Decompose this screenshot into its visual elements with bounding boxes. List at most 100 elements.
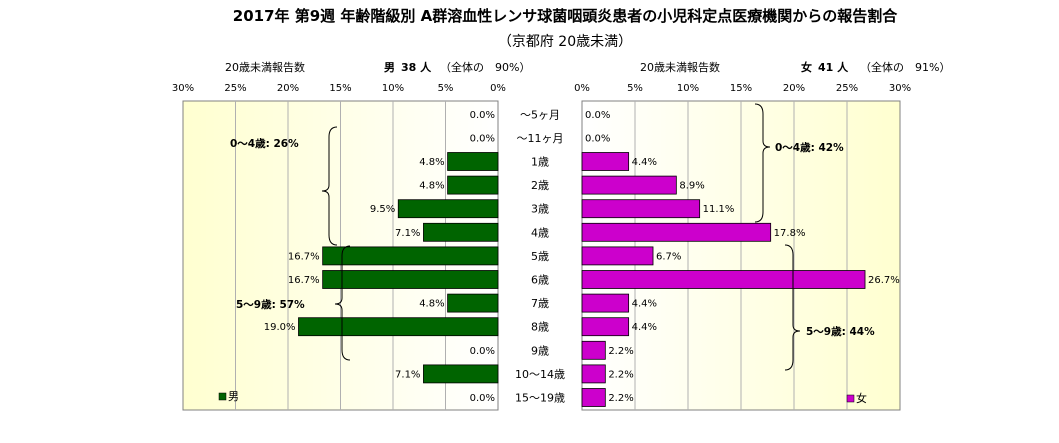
female-bars [581,152,866,407]
female-value-label: 2.2% [608,393,633,404]
left-tick-label: 0% [490,83,506,94]
legend-swatch-male [218,392,227,401]
left-tick-label: 20% [277,83,299,94]
left-header-label: 20歳未満報告数 [225,61,305,74]
male-value-label: 16.7% [288,275,320,286]
age-category-label: 2歳 [531,179,549,192]
age-category-label: 〜5ヶ月 [520,108,560,121]
male-value-label: 0.0% [470,110,495,121]
age-category-label: 8歳 [531,321,549,334]
age-category-labels: 〜5ヶ月〜11ヶ月 1歳 2歳 3歳 4歳 5歳 6歳 7歳 8歳 9歳 10〜14歳 15〜19歳 [515,108,565,404]
female-bar [581,222,772,242]
age-category-label: 3歳 [531,203,549,216]
female-value-label: 6.7% [656,251,681,262]
male-bar [447,175,499,195]
male-bar [447,152,499,171]
age-category-label: 〜11ヶ月 [517,132,564,145]
male-bar [298,317,499,337]
right-brace-5-9 [784,244,801,371]
left-brace-0-4 [321,126,338,246]
male-bar [423,364,499,384]
legend-swatch-female [846,394,855,403]
male-bar [322,246,499,266]
female-bar [581,199,701,219]
left-tick-label: 15% [329,83,351,94]
chart-title: 2017年 第9週 年齢階級別 A群溶血性レンサ球菌咽頭炎患者の小児科定点医療機… [233,7,898,25]
age-category-label: 1歳 [531,156,549,169]
female-value-label: 4.4% [632,299,657,310]
female-bar [581,270,866,289]
right-tick-label: 20% [783,83,805,94]
age-category-label: 7歳 [531,297,549,310]
right-header-count: 41 人 [818,60,849,74]
female-value-label: 4.4% [632,157,657,168]
male-value-label: 9.5% [370,204,395,215]
female-value-label: 0.0% [585,110,610,121]
male-value-label: 7.1% [395,228,420,239]
female-value-label: 8.9% [679,181,704,192]
age-category-label: 10〜14歳 [515,368,565,381]
male-bars [298,152,499,384]
male-value-label: 4.8% [419,181,444,192]
male-bar [322,270,499,289]
male-value-labels: 0.0% 0.0% 4.8% 4.8% 9.5% 7.1% 16.7% 16.7% 4.8% 19… [264,110,495,404]
left-tick-label: 30% [172,83,194,94]
age-category-label: 15〜19歳 [515,392,565,405]
female-value-label: 0.0% [585,133,610,144]
right-brace-0-4 [754,103,771,223]
female-bar [581,152,630,171]
male-value-label: 4.8% [419,299,444,310]
age-category-label: 6歳 [531,274,549,287]
male-bar [423,222,499,242]
female-bar [581,175,677,195]
female-bar [581,340,606,360]
male-value-label: 0.0% [470,346,495,357]
female-value-label: 4.4% [632,322,657,333]
right-group-label-0-4: 0〜4歳: 42% [775,141,844,154]
female-value-label: 11.1% [703,204,735,215]
age-category-label: 5歳 [531,250,549,263]
female-value-label: 2.2% [608,369,633,380]
right-header-label: 20歳未満報告数 [640,61,720,74]
left-group-label-0-4: 0〜4歳: 26% [230,137,299,150]
age-category-label: 4歳 [531,226,549,239]
left-tick-label: 5% [438,83,454,94]
male-value-label: 16.7% [288,251,320,262]
age-category-label: 9歳 [531,344,549,357]
right-tick-labels: 0% 5% 10% 15% 20% 25% 30% [574,83,911,94]
male-bar [397,199,499,219]
left-header-count: 38 人 [401,60,432,74]
right-header-sex: 女 [801,60,812,74]
left-tick-labels: 30% 25% 20% 15% 10% 5% 0% [172,83,506,94]
legend-label-female: 女 [856,391,867,405]
right-group-label-5-9: 5〜9歳: 44% [806,325,875,338]
male-bar [447,293,499,313]
male-value-label: 0.0% [470,133,495,144]
female-value-label: 2.2% [608,346,633,357]
right-gridlines [634,101,848,410]
legend-label-male: 男 [228,390,239,403]
right-tick-label: 15% [730,83,752,94]
female-value-label: 17.8% [774,228,806,239]
female-value-label: 26.7% [868,275,900,286]
male-value-label: 19.0% [264,322,296,333]
right-tick-label: 10% [677,83,699,94]
female-bar [581,317,630,337]
left-group-label-5-9: 5〜9歳: 57% [236,298,305,311]
right-tick-label: 25% [836,83,858,94]
left-tick-label: 25% [224,83,246,94]
female-bar [581,364,606,384]
right-tick-label: 5% [627,83,643,94]
right-tick-label: 0% [574,83,590,94]
male-value-label: 7.1% [395,369,420,380]
left-brace-5-9 [334,245,351,361]
female-bar [581,388,606,407]
female-bar [581,246,654,266]
chart-subtitle: （京都府 20歳未満） [498,34,632,50]
right-header-note: （全体の 91%） [860,60,950,74]
left-header-note: （全体の 90%） [440,60,530,74]
male-value-label: 0.0% [470,393,495,404]
right-tick-label: 30% [889,83,911,94]
